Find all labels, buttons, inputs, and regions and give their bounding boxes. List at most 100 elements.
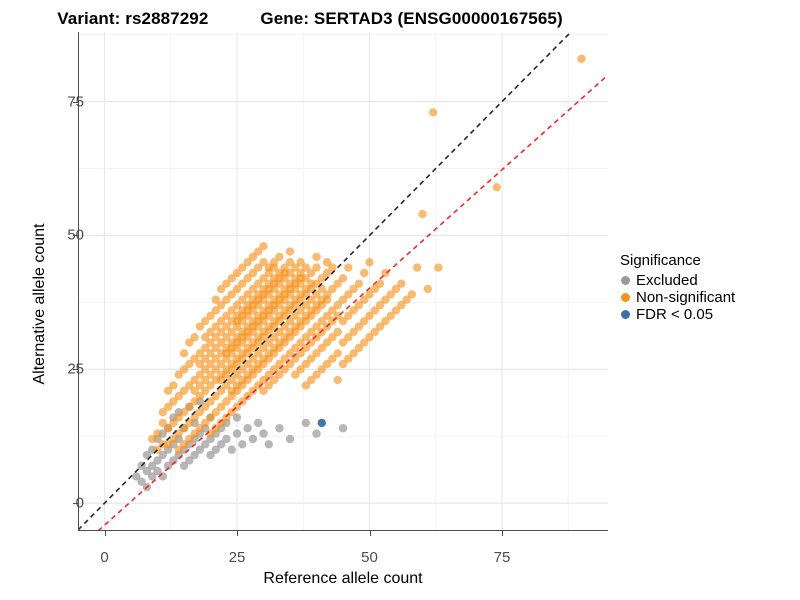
data-point <box>301 359 311 369</box>
y-tick-mark <box>73 235 78 237</box>
data-point <box>413 263 422 272</box>
chart-title-row: Variant: rs2887292 Gene: SERTAD3 (ENSG00… <box>0 6 620 32</box>
data-point <box>201 440 210 449</box>
data-point <box>222 397 231 406</box>
data-point <box>201 343 210 353</box>
legend-item-excluded[interactable]: Excluded <box>620 272 798 289</box>
plot-canvas <box>78 32 608 530</box>
data-point <box>269 365 279 374</box>
data-point <box>227 306 236 315</box>
data-point <box>354 279 364 288</box>
data-point <box>386 290 395 299</box>
data-point <box>285 247 295 256</box>
data-point <box>344 290 353 299</box>
data-point <box>158 407 167 417</box>
legend-item-non-significant[interactable]: Non-significant <box>620 289 798 306</box>
data-point <box>248 252 258 262</box>
data-point <box>158 418 167 428</box>
data-point <box>190 429 199 438</box>
data-point <box>195 381 205 390</box>
data-point <box>248 386 258 395</box>
gene-title: Gene: SERTAD3 (ENSG00000167565) <box>260 9 563 28</box>
data-point <box>142 466 152 476</box>
data-point <box>317 274 326 283</box>
data-point <box>195 349 205 358</box>
data-point <box>216 418 226 428</box>
data-point <box>216 316 226 326</box>
data-point <box>317 365 326 374</box>
data-point <box>333 327 342 337</box>
data-point <box>301 343 311 353</box>
data-point <box>238 440 247 449</box>
data-point <box>248 268 258 278</box>
data-point <box>381 316 390 326</box>
data-point <box>254 381 263 390</box>
data-point <box>423 284 432 294</box>
data-point <box>577 54 586 63</box>
x-tick-mark <box>369 531 371 536</box>
data-point <box>349 327 358 337</box>
data-point <box>349 349 358 358</box>
data-point <box>344 333 353 342</box>
data-point <box>381 295 390 304</box>
data-point <box>211 343 220 353</box>
data-point <box>344 263 353 272</box>
data-point <box>391 284 401 294</box>
data-point <box>338 424 348 433</box>
data-point <box>216 375 226 385</box>
data-point <box>365 258 374 267</box>
legend-key-dot-icon <box>621 293 630 302</box>
data-point <box>206 413 215 422</box>
data-point <box>291 311 300 321</box>
legend-key-dot-icon <box>621 310 630 319</box>
x-tick-mark <box>104 531 106 536</box>
data-point <box>264 381 273 390</box>
data-point <box>148 461 157 470</box>
data-point <box>391 306 401 315</box>
data-point <box>238 263 247 272</box>
data-point <box>307 338 316 347</box>
data-point <box>307 354 316 363</box>
data-point <box>206 349 215 358</box>
data-point <box>365 311 374 321</box>
data-point <box>375 322 385 331</box>
data-point <box>153 429 162 438</box>
data-point <box>211 322 220 331</box>
variant-title: Variant: rs2887292 <box>57 9 209 28</box>
data-point <box>222 333 231 342</box>
data-point <box>227 327 236 337</box>
data-point <box>328 354 337 363</box>
data-point <box>227 365 236 374</box>
data-point <box>190 397 199 406</box>
data-point <box>291 300 300 310</box>
y-tick-mark <box>73 101 78 103</box>
data-point <box>322 290 332 299</box>
data-point <box>375 300 385 310</box>
data-point <box>285 349 295 358</box>
data-point <box>222 370 231 379</box>
data-point <box>211 407 220 417</box>
data-point <box>137 477 146 487</box>
data-point <box>280 365 289 374</box>
data-point <box>179 440 189 449</box>
data-point <box>185 338 194 347</box>
data-point <box>397 300 406 310</box>
data-point <box>179 386 189 395</box>
data-point <box>201 365 210 374</box>
data-point <box>296 349 305 358</box>
data-point <box>254 279 263 288</box>
data-point <box>148 472 157 481</box>
data-point <box>322 338 332 347</box>
data-point <box>195 424 205 433</box>
data-point <box>275 370 284 379</box>
legend-item-fdr-0-05[interactable]: FDR < 0.05 <box>620 306 798 323</box>
data-point <box>291 370 300 379</box>
data-point <box>211 306 220 315</box>
data-point <box>312 252 321 262</box>
data-point <box>259 343 268 353</box>
data-point <box>238 295 247 304</box>
data-point <box>370 284 379 294</box>
y-tick-label: 50 <box>67 226 84 244</box>
data-point <box>222 434 231 444</box>
data-point <box>269 333 279 342</box>
